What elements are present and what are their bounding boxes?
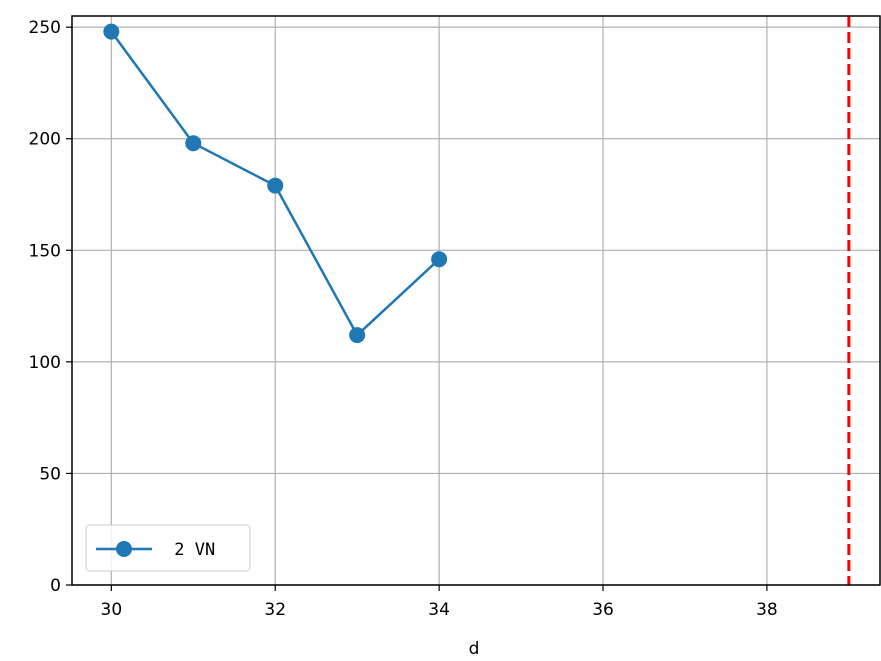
x-tick-label: 38 [756,600,778,620]
x-tick-label: 36 [592,600,614,620]
y-tick-label: 150 [29,241,61,261]
y-tick-label: 100 [29,353,61,373]
data-point [267,177,284,194]
y-tick-label: 50 [39,464,61,484]
legend-marker-swatch [116,541,132,557]
x-tick-label: 32 [264,600,286,620]
data-point [103,23,120,40]
x-tick-label: 30 [101,600,123,620]
y-tick-label: 250 [29,18,61,38]
data-point [431,251,448,268]
x-axis-label: d [469,639,480,659]
legend-label: 2 VN [164,540,215,560]
axes [66,15,881,591]
legend: 2 VN [85,524,251,572]
y-tick-label: 200 [29,130,61,150]
data-point [349,327,366,344]
tick-labels: 30 32 34 36 38 0 50 100 150 200 250 [29,18,778,620]
series-group [103,23,448,344]
x-tick-label: 34 [428,600,450,620]
legend-box [85,524,251,572]
plot-frame [71,15,881,586]
grid [72,16,880,586]
data-point [185,135,202,152]
y-tick-label: 0 [50,576,61,596]
